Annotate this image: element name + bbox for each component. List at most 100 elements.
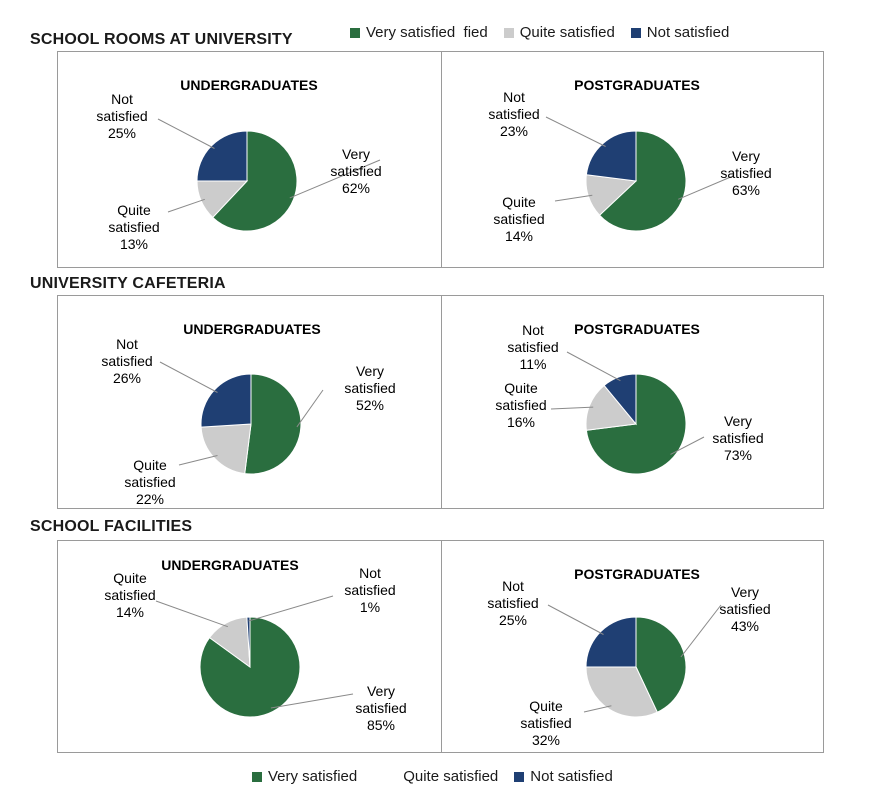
pie-slice-not-satisfied (246, 616, 251, 668)
leader-line (270, 693, 354, 709)
slice-label-quite-satisfied: Quite satisfied 22% (124, 457, 175, 507)
legend-label: Quite satisfied (519, 24, 615, 41)
slice-value-label: 85% (367, 717, 395, 733)
slice-label-very-satisfied: Very satisfied 62% (330, 146, 381, 196)
slice-name-label: satisfied (488, 106, 539, 122)
legend-label: Not satisfied (530, 768, 613, 785)
slice-name-label: satisfied (344, 380, 395, 396)
slice-name-label: Quite (504, 380, 538, 396)
slice-label-very-satisfied: Very satisfied 85% (355, 683, 406, 733)
panel-divider (441, 541, 442, 752)
panel-divider (441, 52, 442, 267)
slice-label-quite-satisfied: Quite satisfied 13% (108, 202, 159, 252)
pie-slice-not-satisfied (585, 616, 637, 668)
slice-name-label: Not (116, 336, 138, 352)
slice-value-label: 26% (113, 370, 141, 386)
slice-name-label: Very (342, 146, 370, 162)
legend-label: Not satisfied (646, 24, 730, 41)
pie-slice-quite-satisfied (585, 384, 637, 431)
leader-line (670, 436, 705, 455)
slice-name-label: Very (356, 363, 384, 379)
legend-top: Very satisfied fied Quite satisfied Not … (350, 24, 745, 41)
legend-item-not-satisfied: Not satisfied (630, 24, 730, 41)
pie-slice-quite-satisfied (585, 666, 658, 718)
slice-value-label: 16% (507, 414, 535, 430)
leader-line (680, 604, 722, 658)
slice-value-label: 22% (136, 491, 164, 507)
chart-title: POSTGRADUATES (574, 77, 700, 93)
pie-slice-not-satisfied (603, 373, 637, 426)
slice-name-label: Quite (133, 457, 167, 473)
leader-line (554, 194, 593, 202)
chart-title: POSTGRADUATES (574, 321, 700, 337)
slice-name-label: Not (503, 89, 525, 105)
slice-value-label: 25% (108, 125, 136, 141)
panel-box-cafeteria (57, 295, 824, 509)
slice-name-label: satisfied (355, 700, 406, 716)
slice-value-label: 13% (120, 236, 148, 252)
leader-line (566, 351, 621, 382)
slice-label-quite-satisfied: Quite satisfied 14% (493, 194, 544, 244)
legend-item-quite-satisfied: Quite satisfied (503, 24, 615, 41)
slice-label-quite-satisfied: Quite satisfied 14% (104, 570, 155, 620)
leader-line (155, 600, 228, 628)
leader-line (289, 159, 381, 199)
slice-name-label: satisfied (720, 165, 771, 181)
slice-name-label: satisfied (493, 211, 544, 227)
slice-name-label: Not (359, 565, 381, 581)
pie-slice-very-satisfied (635, 616, 687, 713)
slice-value-label: 1% (360, 599, 380, 615)
slice-value-label: 32% (532, 732, 560, 748)
slice-name-label: Quite (502, 194, 536, 210)
leader-line (678, 175, 734, 200)
slice-name-label: Very (724, 413, 752, 429)
pie-slice-quite-satisfied (200, 423, 252, 475)
slice-value-label: 63% (732, 182, 760, 198)
slice-name-label: satisfied (520, 715, 571, 731)
slice-name-label: satisfied (719, 601, 770, 617)
slice-name-label: Not (522, 322, 544, 338)
leader-line (178, 455, 218, 466)
legend-label: Very satisfied (268, 768, 358, 785)
slice-value-label: 25% (499, 612, 527, 628)
slice-label-very-satisfied: Very satisfied 43% (719, 584, 770, 634)
panel-box-school-rooms (57, 51, 824, 268)
slice-name-label: Very (367, 683, 395, 699)
slice-name-label: satisfied (104, 587, 155, 603)
leader-line (547, 604, 604, 635)
slice-label-very-satisfied: Very satisfied 73% (712, 413, 763, 463)
leader-line (296, 389, 324, 428)
slice-name-label: satisfied (487, 595, 538, 611)
leader-line (159, 361, 218, 393)
slice-value-label: 11% (520, 356, 547, 372)
slice-label-not-satisfied: Not satisfied 1% (344, 565, 395, 615)
slice-name-label: satisfied (344, 582, 395, 598)
slice-name-label: satisfied (101, 353, 152, 369)
slice-name-label: satisfied (330, 163, 381, 179)
leader-line (248, 595, 334, 622)
slice-label-not-satisfied: Not satisfied 25% (487, 578, 538, 628)
slice-value-label: 62% (342, 180, 370, 196)
slice-value-label: 52% (356, 397, 384, 413)
panel-divider (441, 296, 442, 508)
pie-slice-not-satisfied (200, 373, 252, 428)
legend-item-very-satisfied: Very satisfied fied (350, 24, 488, 41)
slice-label-not-satisfied: Not satisfied 25% (96, 91, 147, 141)
chart-title: POSTGRADUATES (574, 566, 700, 582)
slice-name-label: satisfied (96, 108, 147, 124)
pie-slice-not-satisfied (585, 130, 637, 182)
slice-value-label: 23% (500, 123, 528, 139)
pie-slice-very-satisfied (212, 130, 298, 232)
slice-name-label: Not (502, 578, 524, 594)
slice-name-label: Quite (529, 698, 563, 714)
legend-label: Quite satisfied (403, 768, 499, 785)
panel-box-facilities (57, 540, 824, 753)
slice-name-label: Very (731, 584, 759, 600)
slice-name-label: Quite (113, 570, 147, 586)
